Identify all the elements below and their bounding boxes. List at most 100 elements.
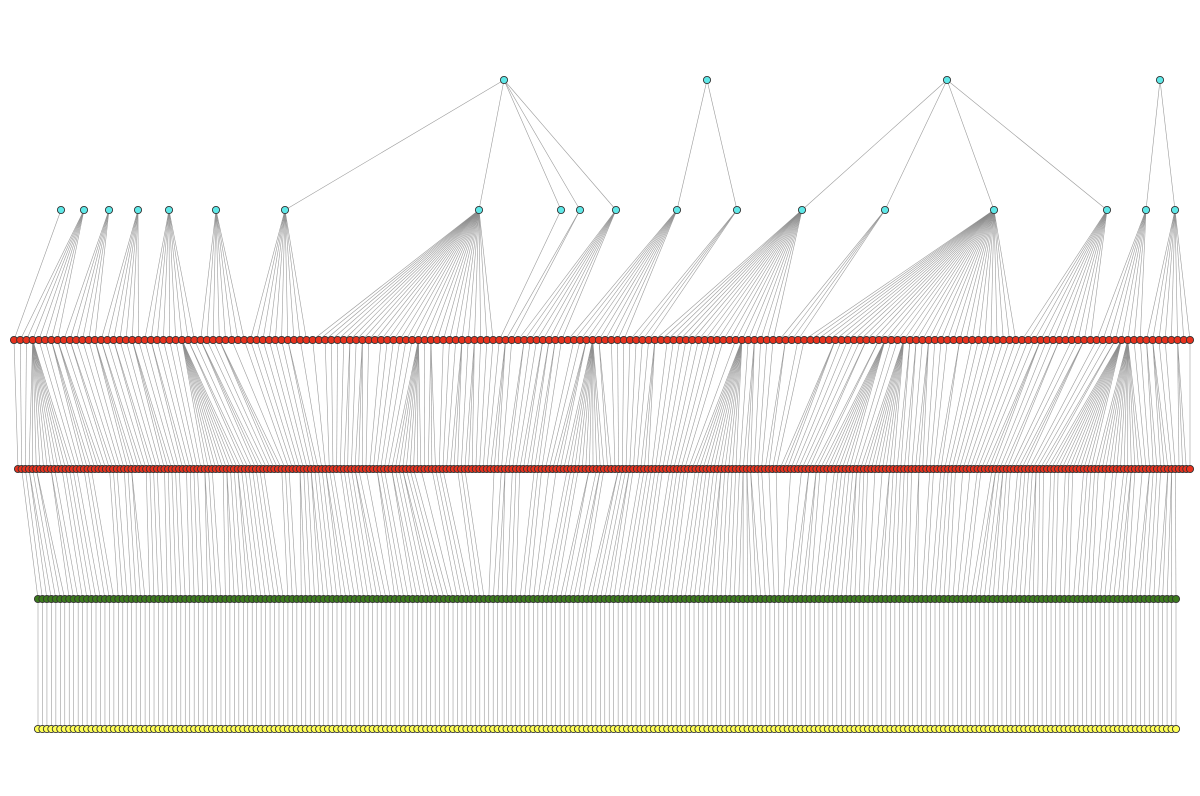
edge — [175, 468, 182, 600]
edge — [1127, 339, 1140, 470]
edge — [598, 209, 678, 341]
edge — [814, 468, 828, 600]
edge — [1052, 209, 1108, 341]
edge — [947, 209, 995, 341]
edge — [38, 209, 85, 341]
edge — [958, 339, 998, 470]
edge — [642, 209, 738, 341]
edge — [287, 339, 319, 470]
edge — [1064, 468, 1070, 600]
edge — [391, 468, 418, 600]
edge — [380, 468, 405, 600]
edge — [804, 209, 995, 341]
edge — [1120, 339, 1129, 470]
edge — [212, 209, 217, 341]
edge — [226, 468, 231, 600]
edge — [241, 468, 257, 600]
edge — [899, 468, 905, 600]
edge — [318, 468, 333, 600]
edge — [1046, 339, 1122, 470]
level-1-node — [133, 205, 143, 215]
edge — [782, 468, 792, 600]
edge — [965, 209, 995, 341]
edge — [478, 79, 505, 211]
edge — [766, 209, 803, 341]
edge — [999, 339, 1054, 470]
edge — [698, 209, 803, 341]
edge — [957, 468, 971, 600]
edge — [411, 209, 480, 341]
edge — [816, 339, 880, 470]
edge — [750, 468, 757, 600]
edge — [233, 468, 244, 600]
edge — [321, 468, 338, 600]
edge — [215, 209, 239, 341]
edge — [1095, 468, 1107, 600]
edge — [76, 468, 101, 600]
edge — [187, 339, 246, 470]
edge — [478, 209, 488, 341]
edge — [237, 468, 253, 600]
edge — [585, 339, 593, 470]
edge — [206, 339, 268, 470]
edge — [717, 339, 743, 470]
edge — [860, 209, 995, 341]
edge — [733, 468, 740, 600]
edge — [592, 339, 605, 470]
edge — [51, 339, 85, 470]
edge — [436, 209, 480, 341]
edge — [38, 339, 77, 470]
edge — [830, 339, 886, 470]
edge — [505, 209, 581, 341]
edge — [660, 209, 803, 341]
edge — [928, 209, 995, 341]
edge — [427, 339, 432, 470]
edge — [904, 339, 917, 470]
edge — [193, 468, 199, 600]
edge — [1057, 339, 1122, 470]
edge — [262, 209, 286, 341]
edge — [695, 339, 743, 470]
edge — [882, 339, 905, 470]
edge — [398, 339, 419, 470]
edge — [876, 468, 890, 600]
level-1-node — [79, 205, 89, 215]
edge — [468, 339, 475, 470]
edge — [1127, 339, 1132, 470]
edge — [200, 339, 264, 470]
edge — [654, 339, 674, 470]
edge — [219, 339, 275, 470]
edge — [1152, 339, 1161, 470]
level-1-node — [104, 205, 114, 215]
edge — [555, 209, 617, 341]
edge — [219, 339, 282, 470]
edge — [1112, 339, 1129, 470]
edge — [446, 339, 457, 470]
edge — [537, 468, 557, 600]
edge — [57, 339, 99, 470]
edge — [896, 339, 911, 470]
edge — [1146, 209, 1176, 341]
edge — [691, 339, 743, 470]
edge — [478, 209, 494, 341]
edge — [934, 468, 945, 600]
edge — [332, 468, 356, 600]
edge — [635, 468, 656, 600]
edge — [673, 339, 705, 470]
edge — [358, 339, 363, 470]
edge — [907, 468, 912, 600]
edge — [497, 339, 506, 470]
edge — [519, 468, 535, 600]
edge — [442, 468, 472, 600]
edge — [1019, 468, 1030, 600]
edge — [171, 468, 177, 600]
edge — [1055, 468, 1059, 600]
edge — [1127, 209, 1147, 341]
edge — [44, 209, 85, 341]
edge — [716, 468, 726, 600]
edge — [988, 339, 1041, 470]
edge — [1046, 468, 1052, 600]
edge — [503, 79, 581, 211]
edge — [710, 209, 803, 341]
edge — [550, 468, 575, 600]
